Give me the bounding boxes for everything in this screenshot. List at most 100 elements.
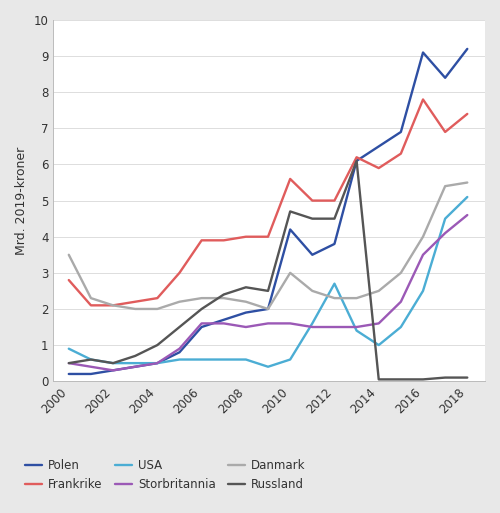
- Frankrike: [198, 237, 204, 243]
- Polen: [221, 317, 227, 323]
- Russland: [66, 360, 72, 366]
- Danmark: [154, 306, 160, 312]
- Frankrike: [243, 233, 249, 240]
- Frankrike: [221, 237, 227, 243]
- Storbritannia: [464, 212, 470, 218]
- Frankrike: [154, 295, 160, 301]
- USA: [110, 360, 116, 366]
- Line: Danmark: Danmark: [69, 183, 468, 309]
- Frankrike: [354, 154, 360, 161]
- USA: [420, 288, 426, 294]
- Polen: [420, 49, 426, 55]
- Danmark: [221, 295, 227, 301]
- Storbritannia: [310, 324, 316, 330]
- Line: Frankrike: Frankrike: [69, 100, 468, 305]
- Frankrike: [88, 302, 94, 308]
- Frankrike: [398, 150, 404, 156]
- Polen: [310, 252, 316, 258]
- USA: [88, 357, 94, 363]
- Frankrike: [376, 165, 382, 171]
- Polen: [287, 226, 293, 232]
- Polen: [354, 158, 360, 164]
- Frankrike: [310, 198, 316, 204]
- USA: [154, 360, 160, 366]
- USA: [310, 320, 316, 326]
- Danmark: [132, 306, 138, 312]
- Danmark: [398, 270, 404, 276]
- Polen: [442, 75, 448, 81]
- Danmark: [176, 299, 182, 305]
- Storbritannia: [221, 320, 227, 326]
- Danmark: [287, 270, 293, 276]
- Russland: [332, 215, 338, 222]
- Polen: [88, 371, 94, 377]
- Storbritannia: [176, 346, 182, 352]
- Danmark: [110, 302, 116, 308]
- USA: [287, 357, 293, 363]
- Russland: [221, 291, 227, 298]
- Danmark: [243, 299, 249, 305]
- Storbritannia: [66, 360, 72, 366]
- Danmark: [464, 180, 470, 186]
- USA: [66, 346, 72, 352]
- Storbritannia: [287, 320, 293, 326]
- Polen: [176, 349, 182, 356]
- Danmark: [376, 288, 382, 294]
- Line: Polen: Polen: [69, 49, 468, 374]
- USA: [265, 364, 271, 370]
- Storbritannia: [243, 324, 249, 330]
- Polen: [332, 241, 338, 247]
- Danmark: [198, 295, 204, 301]
- Russland: [376, 377, 382, 383]
- USA: [376, 342, 382, 348]
- Storbritannia: [265, 320, 271, 326]
- Danmark: [354, 295, 360, 301]
- Storbritannia: [376, 320, 382, 326]
- USA: [332, 281, 338, 287]
- Polen: [154, 360, 160, 366]
- USA: [132, 360, 138, 366]
- Frankrike: [332, 198, 338, 204]
- Russland: [310, 215, 316, 222]
- Frankrike: [66, 277, 72, 283]
- Polen: [132, 364, 138, 370]
- Storbritannia: [132, 364, 138, 370]
- Russland: [110, 360, 116, 366]
- Polen: [398, 129, 404, 135]
- Line: Storbritannia: Storbritannia: [69, 215, 468, 370]
- Russland: [265, 288, 271, 294]
- Storbritannia: [442, 230, 448, 236]
- Frankrike: [110, 302, 116, 308]
- Frankrike: [176, 270, 182, 276]
- USA: [398, 324, 404, 330]
- Danmark: [310, 288, 316, 294]
- Danmark: [332, 295, 338, 301]
- Frankrike: [464, 111, 470, 117]
- Polen: [66, 371, 72, 377]
- Legend: Polen, Frankrike, USA, Storbritannia, Danmark, Russland: Polen, Frankrike, USA, Storbritannia, Da…: [24, 459, 306, 491]
- USA: [354, 327, 360, 333]
- Danmark: [265, 306, 271, 312]
- Russland: [88, 357, 94, 363]
- Russland: [287, 208, 293, 214]
- Y-axis label: Mrd. 2019-kroner: Mrd. 2019-kroner: [15, 147, 28, 255]
- Storbritannia: [332, 324, 338, 330]
- Danmark: [66, 252, 72, 258]
- USA: [221, 357, 227, 363]
- Frankrike: [442, 129, 448, 135]
- Russland: [354, 158, 360, 164]
- Russland: [243, 284, 249, 290]
- Danmark: [442, 183, 448, 189]
- Russland: [154, 342, 160, 348]
- Storbritannia: [198, 320, 204, 326]
- Storbritannia: [154, 360, 160, 366]
- Polen: [110, 367, 116, 373]
- USA: [176, 357, 182, 363]
- Danmark: [88, 295, 94, 301]
- Russland: [442, 374, 448, 381]
- Polen: [243, 309, 249, 315]
- Russland: [420, 377, 426, 383]
- Polen: [198, 324, 204, 330]
- Russland: [132, 353, 138, 359]
- Russland: [398, 377, 404, 383]
